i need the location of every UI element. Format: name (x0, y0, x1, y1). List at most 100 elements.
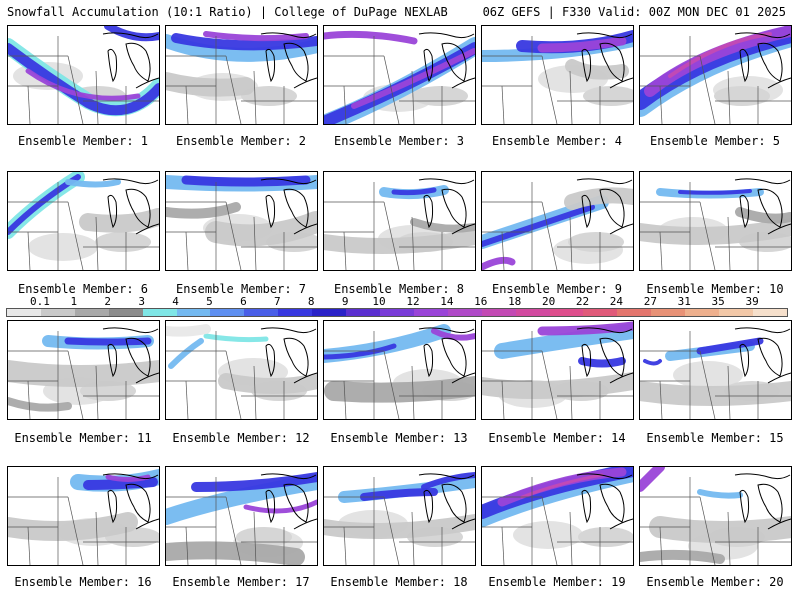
colorbar-swatch (617, 309, 652, 316)
ensemble-map-panel (639, 320, 792, 420)
colorbar-tick-label: 18 (508, 295, 522, 308)
colorbar-swatch (583, 309, 618, 316)
ensemble-member-label: Ensemble Member: 19 (488, 575, 626, 589)
ensemble-map-panel (323, 466, 476, 566)
colorbar-tick-label: 35 (711, 295, 725, 308)
snowfall-colorbar (6, 308, 788, 317)
ensemble-map-panel (165, 466, 318, 566)
ensemble-map-panel (7, 320, 160, 420)
snowfall-map (640, 321, 791, 419)
ensemble-member-label: Ensemble Member: 15 (646, 431, 784, 445)
snowfall-map (324, 26, 475, 124)
ensemble-member-label: Ensemble Member: 18 (330, 575, 468, 589)
colorbar-tick-label: 31 (677, 295, 691, 308)
snowfall-map (482, 321, 633, 419)
colorbar-tick-label: 0.1 (29, 295, 50, 308)
ensemble-member-label: Ensemble Member: 5 (649, 134, 781, 148)
colorbar-swatch (549, 309, 584, 316)
colorbar-swatch (379, 309, 414, 316)
colorbar-tick-label: 12 (406, 295, 420, 308)
snowfall-map (640, 172, 791, 270)
ensemble-member-label: Ensemble Member: 14 (488, 431, 626, 445)
colorbar-swatch (413, 309, 448, 316)
colorbar-swatch (40, 309, 75, 316)
colorbar-swatch (481, 309, 516, 316)
run-info: 06Z GEFS | F330 Valid: 00Z MON DEC 01 20… (482, 5, 786, 19)
colorbar-tick-label: 7 (273, 295, 281, 308)
colorbar-tick-label: 9 (341, 295, 349, 308)
snowfall-map (8, 26, 159, 124)
ensemble-map-panel (7, 466, 160, 566)
snowfall-map (166, 26, 317, 124)
ensemble-member-label: Ensemble Member: 4 (491, 134, 623, 148)
colorbar-swatch (176, 309, 211, 316)
ensemble-map-panel (481, 320, 634, 420)
ensemble-member-label: Ensemble Member: 20 (646, 575, 784, 589)
ensemble-map-panel (639, 466, 792, 566)
colorbar-tick-label: 24 (609, 295, 624, 308)
colorbar-swatch (651, 309, 686, 316)
ensemble-member-label: Ensemble Member: 3 (333, 134, 465, 148)
snowfall-map (324, 321, 475, 419)
colorbar-swatch (447, 309, 482, 316)
colorbar-swatch (312, 309, 347, 316)
snowfall-map (166, 321, 317, 419)
colorbar-swatch (74, 309, 109, 316)
snowfall-map (640, 26, 791, 124)
ensemble-map-panel (481, 25, 634, 125)
snowfall-map (324, 172, 475, 270)
colorbar-swatch (278, 309, 313, 316)
colorbar-tick-label: 10 (372, 295, 386, 308)
snowfall-map (166, 172, 317, 270)
colorbar-tick-label: 2 (104, 295, 112, 308)
colorbar-swatch (142, 309, 177, 316)
ensemble-member-label: Ensemble Member: 6 (17, 282, 149, 296)
colorbar-swatch (210, 309, 245, 316)
colorbar-tick-label: 8 (307, 295, 315, 308)
colorbar-swatch (719, 309, 753, 316)
colorbar-swatch (346, 309, 380, 316)
colorbar-swatch (7, 309, 41, 316)
colorbar-tick-label: 22 (575, 295, 590, 308)
ensemble-map-panel (481, 171, 634, 271)
ensemble-map-panel (7, 25, 160, 125)
ensemble-member-label: Ensemble Member: 11 (14, 431, 152, 445)
colorbar-swatch (244, 309, 279, 316)
colorbar-swatch (752, 309, 787, 316)
colorbar-tick-label: 6 (240, 295, 247, 308)
colorbar-tick-label: 16 (474, 295, 488, 308)
ensemble-map-panel (323, 320, 476, 420)
colorbar-tick-label: 5 (206, 295, 213, 308)
map-title: Snowfall Accumulation (10:1 Ratio) | Col… (7, 5, 448, 19)
colorbar-tick-label: 27 (643, 295, 657, 308)
ensemble-member-label: Ensemble Member: 13 (330, 431, 468, 445)
snowfall-map (482, 467, 633, 565)
ensemble-map-panel (481, 466, 634, 566)
ensemble-map-panel (7, 171, 160, 271)
ensemble-member-label: Ensemble Member: 1 (17, 134, 149, 148)
ensemble-member-label: Ensemble Member: 8 (333, 282, 465, 296)
ensemble-map-panel (639, 171, 792, 271)
ensemble-member-label: Ensemble Member: 7 (175, 282, 307, 296)
colorbar-tick-label: 20 (541, 295, 556, 308)
snowfall-map (166, 467, 317, 565)
ensemble-map-panel (323, 25, 476, 125)
ensemble-member-label: Ensemble Member: 10 (646, 282, 784, 296)
colorbar-tick-label: 1 (70, 295, 78, 308)
ensemble-member-label: Ensemble Member: 17 (172, 575, 310, 589)
colorbar-swatch (108, 309, 143, 316)
ensemble-member-label: Ensemble Member: 16 (14, 575, 152, 589)
snowfall-map (8, 321, 159, 419)
snowfall-map (8, 172, 159, 270)
colorbar-swatch (685, 309, 720, 316)
ensemble-map-panel (639, 25, 792, 125)
ensemble-map-panel (323, 171, 476, 271)
ensemble-map-panel (165, 171, 318, 271)
colorbar-swatch (515, 309, 550, 316)
ensemble-map-panel (165, 25, 318, 125)
colorbar-tick-label: 39 (745, 295, 759, 308)
snowfall-map (482, 26, 633, 124)
snowfall-map (482, 172, 633, 270)
ensemble-map-panel (165, 320, 318, 420)
colorbar-tick-label: 3 (138, 295, 145, 308)
